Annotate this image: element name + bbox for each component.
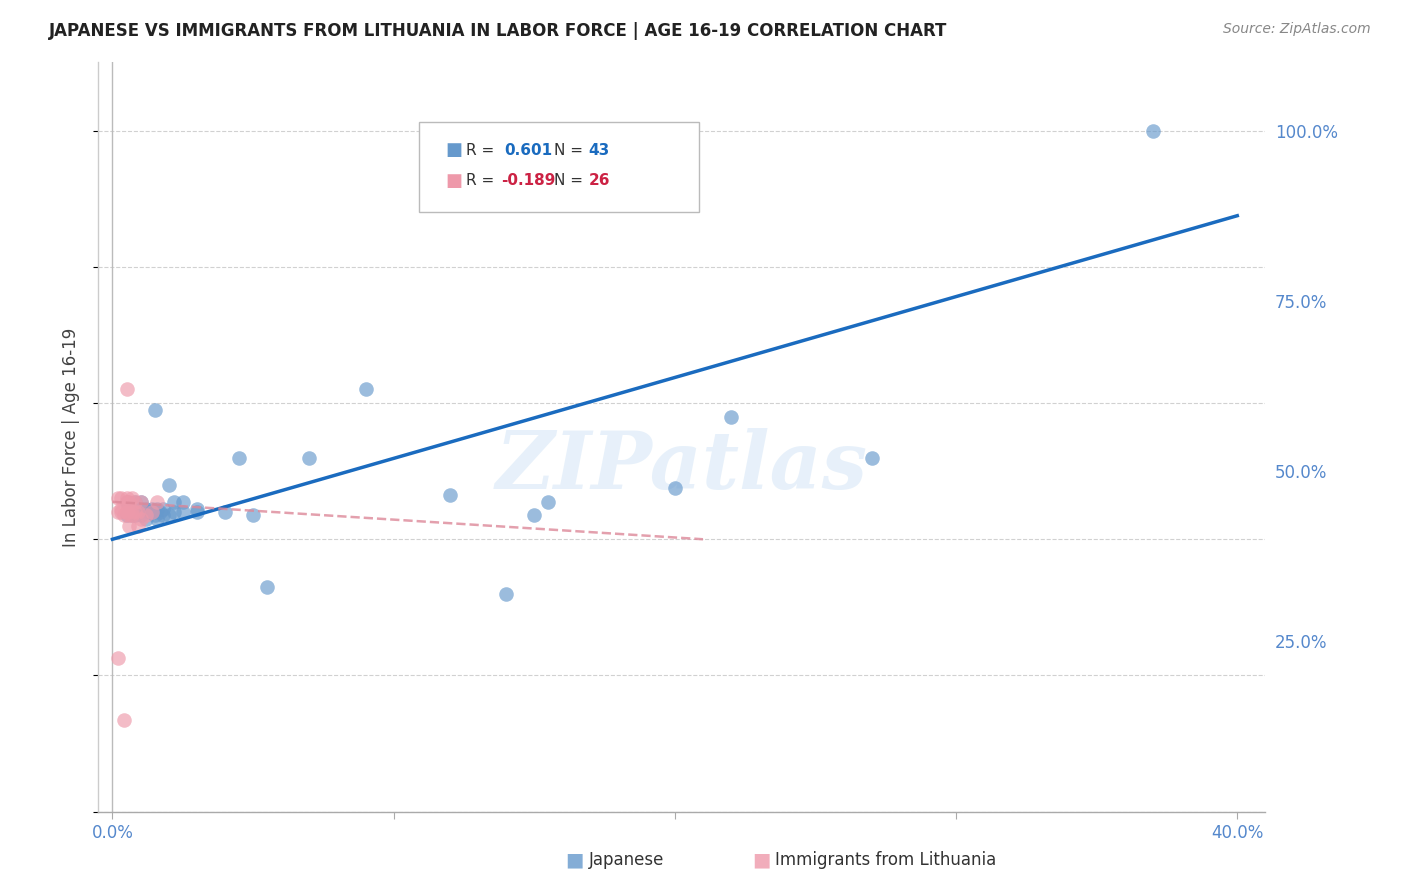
Point [523,508,546,523]
Point [110,491,132,506]
Point [163,505,186,519]
Point [135,508,157,523]
Point [127,505,149,519]
Point [298,450,321,465]
Text: N =: N = [554,143,588,158]
Text: Japanese: Japanese [589,852,664,870]
Point [135,501,157,516]
Text: R =: R = [465,143,499,158]
Point [720,409,742,424]
Point [439,488,461,502]
Text: ■: ■ [446,172,463,190]
Point [1142,123,1164,137]
Point [124,508,146,523]
Point [135,512,157,526]
Point [115,505,138,519]
Text: 43: 43 [589,143,610,158]
Point [121,508,143,523]
Point [121,505,143,519]
Point [127,518,149,533]
Text: Source: ZipAtlas.com: Source: ZipAtlas.com [1223,22,1371,37]
Point [141,505,163,519]
Text: ZIPatlas: ZIPatlas [496,428,868,506]
Point [118,518,141,533]
Point [228,450,250,465]
Point [129,501,152,516]
Point [157,477,180,491]
Point [112,713,135,727]
Point [186,505,208,519]
Point [172,495,194,509]
Text: ■: ■ [565,851,583,870]
Point [124,495,146,509]
Point [127,505,149,519]
Point [124,495,146,509]
Point [107,505,129,519]
Point [121,491,143,506]
Point [115,508,138,523]
FancyBboxPatch shape [419,122,699,212]
Point [143,505,166,519]
Point [149,505,172,519]
Point [121,508,143,523]
Point [152,501,174,516]
Y-axis label: In Labor Force | Age 16-19: In Labor Force | Age 16-19 [62,327,80,547]
Point [354,383,377,397]
Text: 26: 26 [589,173,610,188]
Point [124,505,146,519]
Point [146,495,169,509]
Point [172,505,194,519]
Point [138,505,160,519]
Point [118,495,141,509]
Point [110,505,132,519]
Text: 0.601: 0.601 [505,143,553,158]
Text: -0.189: -0.189 [501,173,555,188]
Point [118,508,141,523]
Point [157,508,180,523]
Point [129,495,152,509]
Point [256,580,278,594]
Point [146,501,169,516]
Point [495,587,517,601]
Point [129,495,152,509]
Point [214,505,236,519]
Point [115,505,138,519]
Point [129,508,152,523]
Point [537,495,560,509]
Point [860,450,883,465]
Point [242,508,264,523]
Point [112,508,135,523]
Text: Immigrants from Lithuania: Immigrants from Lithuania [775,852,997,870]
Text: N =: N = [554,173,588,188]
Point [152,508,174,523]
Point [115,495,138,509]
Point [115,495,138,509]
Point [107,651,129,665]
Point [146,512,169,526]
Point [664,481,686,495]
Point [141,501,163,516]
Point [186,501,208,516]
Point [107,491,129,506]
Text: ■: ■ [446,141,463,159]
Point [143,508,166,523]
Point [143,402,166,417]
Text: R =: R = [465,173,499,188]
Text: ■: ■ [752,851,770,870]
Text: JAPANESE VS IMMIGRANTS FROM LITHUANIA IN LABOR FORCE | AGE 16-19 CORRELATION CHA: JAPANESE VS IMMIGRANTS FROM LITHUANIA IN… [49,22,948,40]
Point [115,491,138,506]
Point [163,495,186,509]
Point [110,501,132,516]
Point [129,512,152,526]
Point [115,383,138,397]
